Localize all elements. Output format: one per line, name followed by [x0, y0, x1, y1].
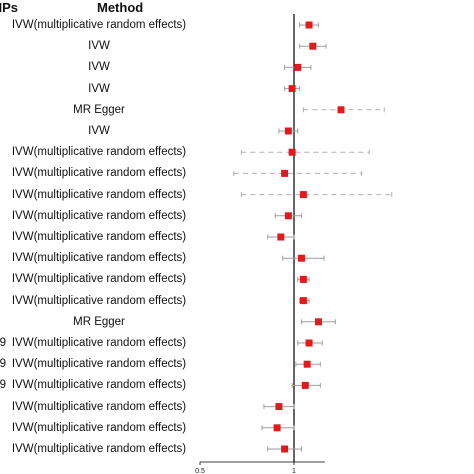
method-name: IVW — [88, 61, 110, 74]
method-name: IVW(multiplicative random effects) — [11, 188, 187, 201]
forest-row-label: IVW(multiplicative random effects) — [0, 187, 198, 203]
method-name: IVW(multiplicative random effects) — [11, 231, 187, 243]
method-name: IVW — [88, 82, 110, 95]
method-name: MR Egger — [73, 103, 125, 116]
forest-row-label: IVW(multiplicative random effects) — [0, 271, 198, 287]
method-name: IVW(multiplicative random effects) — [11, 167, 187, 180]
method-name: IVW(multiplicative random effects) — [11, 273, 187, 286]
forest-row-label: 9 IVW(multiplicative random effects) — [0, 377, 198, 393]
x-tick-label: 0.5 — [195, 468, 205, 474]
snps-count: 9 — [0, 379, 6, 392]
forest-row-label: MR Egger — [0, 314, 198, 330]
method-column-header: Method — [97, 0, 144, 15]
forest-row-label: IVW(multiplicative random effects) — [0, 229, 198, 245]
point-estimate — [275, 403, 283, 411]
point-estimate — [305, 339, 313, 347]
forest-row-label: 9 IVW(multiplicative random effects) — [0, 335, 198, 351]
forest-row-label: IVW(multiplicative random effects) — [0, 293, 198, 309]
point-estimate — [298, 254, 306, 262]
point-estimate — [299, 297, 307, 305]
forest-row-label: 9 IVW(multiplicative random effects) — [0, 356, 198, 372]
method-name: IVW(multiplicative random effects) — [11, 19, 187, 31]
forest-row-label: IVW(multiplicative random effects) — [0, 17, 198, 33]
method-name: IVW(multiplicative random effects) — [11, 400, 187, 413]
method-name: IVW(multiplicative random effects) — [11, 146, 187, 159]
snps-count: 9 — [0, 337, 6, 349]
method-label-column: IVW(multiplicative random effects) IVW IVW… — [0, 0, 200, 474]
point-estimate — [277, 233, 285, 241]
point-estimate — [281, 445, 289, 453]
forest-row-label: IVW(multiplicative random effects) — [0, 165, 198, 181]
point-estimate — [288, 148, 296, 156]
forest-row-label: IVW(multiplicative random effects) — [0, 144, 198, 160]
method-name: IVW(multiplicative random effects) — [11, 358, 187, 371]
point-estimate — [273, 424, 281, 432]
x-tick-label: 1 — [292, 468, 296, 474]
forest-row-label: IVW — [0, 59, 198, 75]
method-name: MR Egger — [73, 315, 125, 328]
point-estimate — [309, 42, 317, 50]
point-estimate — [299, 191, 307, 199]
method-name: IVW(multiplicative random effects) — [11, 443, 187, 455]
forest-row-label: IVW — [0, 123, 198, 139]
forest-row-label: MR Egger — [0, 102, 198, 118]
method-name: IVW(multiplicative random effects) — [11, 294, 187, 307]
forest-row-label: IVW(multiplicative random effects) — [0, 399, 198, 415]
point-estimate — [284, 127, 292, 135]
method-name: IVW — [88, 40, 110, 53]
method-name: IVW(multiplicative random effects) — [11, 421, 187, 434]
point-estimate — [288, 85, 296, 93]
forest-row-label: IVW(multiplicative random effects) — [0, 250, 198, 266]
method-name: IVW(multiplicative random effects) — [11, 337, 187, 349]
point-estimate — [281, 169, 289, 177]
point-estimate — [303, 360, 311, 368]
point-estimate — [314, 318, 322, 326]
method-name: IVW(multiplicative random effects) — [11, 252, 187, 265]
point-estimate — [294, 63, 302, 71]
point-estimate — [284, 212, 292, 220]
forest-row-label: IVW(multiplicative random effects) — [0, 208, 198, 224]
snps-count: 9 — [0, 358, 6, 371]
point-estimate — [305, 21, 313, 29]
forest-row-label: IVW — [0, 38, 198, 54]
method-name: IVW(multiplicative random effects) — [11, 209, 187, 222]
point-estimate — [337, 106, 345, 114]
point-estimate — [301, 381, 309, 389]
forest-row-label: IVW(multiplicative random effects) — [0, 420, 198, 436]
forest-row-label: IVW(multiplicative random effects) — [0, 441, 198, 457]
method-name: IVW — [88, 125, 110, 137]
point-estimate — [299, 275, 307, 283]
snps-column-header: SNPs — [0, 0, 18, 15]
forest-row-label: IVW — [0, 81, 198, 97]
method-name: IVW(multiplicative random effects) — [11, 379, 187, 392]
